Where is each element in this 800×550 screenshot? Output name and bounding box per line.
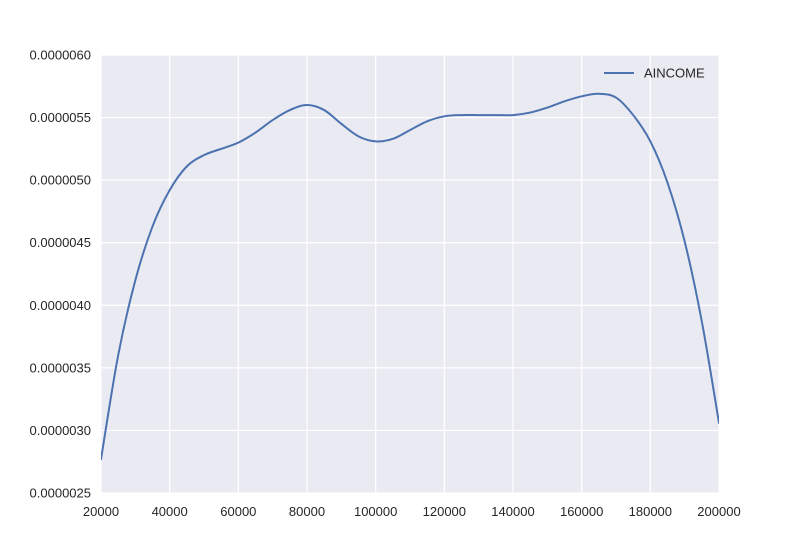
x-tick-label: 180000 — [629, 504, 672, 519]
y-tick-label: 0.0000030 — [30, 423, 91, 438]
plot-area — [101, 55, 719, 493]
y-tick-label: 0.0000060 — [30, 48, 91, 63]
x-tick-label: 100000 — [354, 504, 397, 519]
x-tick-label: 200000 — [697, 504, 740, 519]
x-tick-label: 20000 — [83, 504, 119, 519]
y-tick-label: 0.0000040 — [30, 298, 91, 313]
series-lines — [101, 92, 719, 461]
y-tick-label: 0.0000025 — [30, 486, 91, 501]
x-axis-ticks: 20000 40000 60000 80000 100000 120000 140000 16… — [83, 504, 741, 519]
series-line-aincome — [101, 92, 719, 461]
y-tick-label: 0.0000045 — [30, 235, 91, 250]
y-tick-label: 0.0000050 — [30, 173, 91, 188]
x-tick-label: 60000 — [220, 504, 256, 519]
x-tick-label: 120000 — [423, 504, 466, 519]
y-tick-label: 0.0000055 — [30, 110, 91, 125]
x-tick-label: 80000 — [289, 504, 325, 519]
y-axis-ticks: 0.0000025 0.0000030 0.0000035 0.0000040 0.00… — [30, 48, 91, 501]
x-tick-label: 40000 — [152, 504, 188, 519]
y-tick-label: 0.0000035 — [30, 360, 91, 375]
legend: AINCOME — [604, 66, 705, 81]
grid — [100, 54, 720, 494]
x-tick-label: 140000 — [491, 504, 534, 519]
x-tick-label: 160000 — [560, 504, 603, 519]
legend-label: AINCOME — [644, 66, 705, 81]
